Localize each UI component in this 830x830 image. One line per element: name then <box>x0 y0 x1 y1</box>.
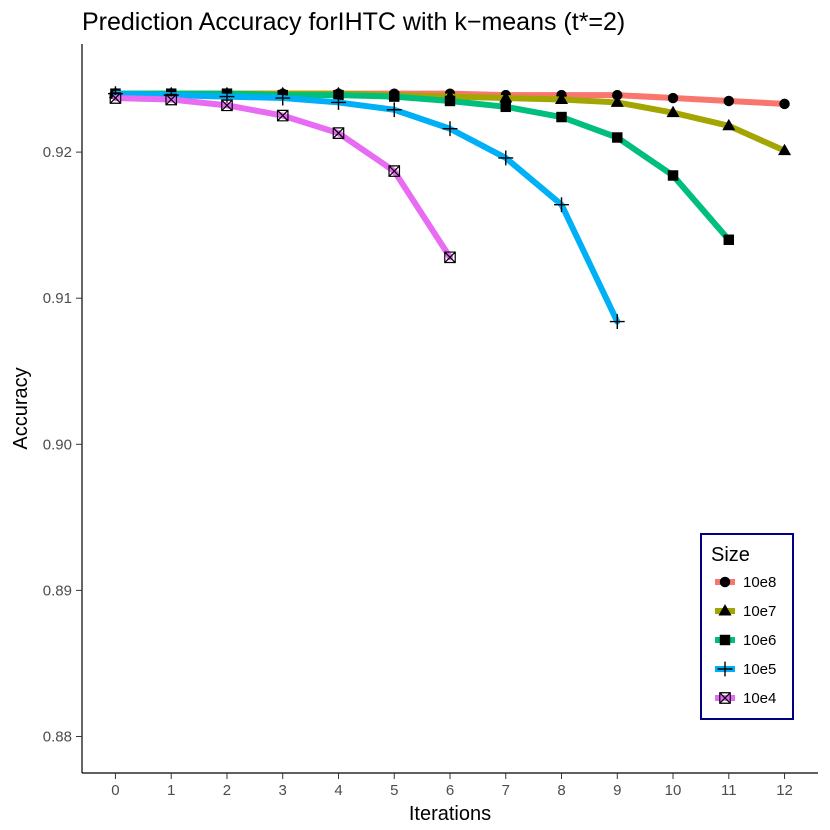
data-point-10e8 <box>723 95 735 107</box>
legend-marker-plus <box>717 661 733 677</box>
x-tick-label: 5 <box>390 782 398 799</box>
series-line-10e5 <box>112 90 621 325</box>
legend-marker-boxx <box>719 692 731 704</box>
legend-label: 10e7 <box>743 603 776 620</box>
x-tick-label: 10 <box>665 782 682 799</box>
y-tick-label: 0.88 <box>43 728 72 745</box>
data-point-10e6 <box>389 91 400 102</box>
chart-title: Prediction Accuracy forIHTC with k−means… <box>82 8 625 36</box>
data-point-10e7 <box>554 92 569 104</box>
series-10e6 <box>110 88 735 245</box>
legend-label: 10e8 <box>743 574 776 591</box>
data-point-10e7 <box>722 118 736 131</box>
legend-item-10e6: 10e6 <box>715 632 776 649</box>
data-point-10e6 <box>667 170 679 181</box>
x-tick-label: 2 <box>223 782 231 799</box>
x-tick-label: 8 <box>557 782 565 799</box>
x-tick-label: 0 <box>111 782 119 799</box>
data-point-10e5 <box>386 102 402 118</box>
legend-marker-circle <box>719 576 731 588</box>
data-point-10e6 <box>612 132 623 143</box>
x-tick-label: 7 <box>502 782 510 799</box>
data-point-10e6 <box>500 101 511 113</box>
x-tick-label: 9 <box>613 782 621 799</box>
series-line-10e4 <box>112 95 453 261</box>
x-tick-label: 3 <box>279 782 287 799</box>
legend-label: 10e6 <box>743 632 776 649</box>
data-point-10e6 <box>723 234 735 245</box>
data-point-10e4 <box>332 127 345 139</box>
x-tick-label: 11 <box>721 782 737 799</box>
data-point-10e5 <box>275 90 291 106</box>
legend-marker-square <box>719 634 731 646</box>
y-axis-title: Accuracy <box>10 367 32 449</box>
legend-item-10e4: 10e4 <box>715 690 776 707</box>
data-point-10e6 <box>556 111 567 123</box>
axes: 0 1 2 3 4 5 6 7 8 9 10 11 120.880.890.900.910.92Iter… <box>10 44 818 825</box>
legend-item-10e7: 10e7 <box>715 603 776 620</box>
legend-label: 10e4 <box>743 690 776 707</box>
legend: Size 10e8 10e7 10e6 10e5 10e4 <box>700 533 794 720</box>
data-point-10e4 <box>388 165 401 177</box>
data-point-10e7 <box>499 91 513 103</box>
data-point-10e4 <box>221 99 233 112</box>
legend-item-10e5: 10e5 <box>715 661 776 678</box>
data-point-10e7 <box>666 105 680 118</box>
data-point-10e5 <box>219 89 235 105</box>
data-point-10e7 <box>778 143 792 156</box>
series-layer <box>108 86 792 329</box>
x-tick-label: 1 <box>167 782 175 799</box>
data-point-10e8 <box>779 98 790 110</box>
data-point-10e8 <box>667 92 679 104</box>
data-point-10e5 <box>554 197 569 213</box>
data-point-10e5 <box>609 314 625 329</box>
data-point-10e5 <box>331 95 346 110</box>
legend-box <box>700 533 794 720</box>
x-tick-label: 6 <box>446 782 454 799</box>
y-tick-label: 0.89 <box>43 582 72 599</box>
data-point-10e5 <box>498 150 514 166</box>
data-point-10e4 <box>444 251 456 264</box>
data-point-10e4 <box>276 109 289 122</box>
legend-marker-triangle <box>718 604 732 616</box>
x-tick-label: 12 <box>776 782 793 799</box>
data-point-10e7 <box>610 95 624 107</box>
legend-item-10e8: 10e8 <box>715 574 776 591</box>
x-tick-label: 4 <box>334 782 342 799</box>
x-axis-title: Iterations <box>409 803 491 825</box>
y-tick-label: 0.92 <box>43 144 72 161</box>
y-tick-label: 0.90 <box>43 436 72 453</box>
data-point-10e5 <box>442 121 458 137</box>
series-10e4 <box>109 92 456 264</box>
legend-title: Size <box>711 544 750 566</box>
data-point-10e4 <box>165 93 178 106</box>
y-tick-label: 0.91 <box>43 290 72 307</box>
series-10e5 <box>108 86 625 329</box>
data-point-10e8 <box>612 89 623 101</box>
data-point-10e6 <box>444 95 456 107</box>
legend-label: 10e5 <box>743 661 776 678</box>
data-point-10e4 <box>109 92 122 104</box>
